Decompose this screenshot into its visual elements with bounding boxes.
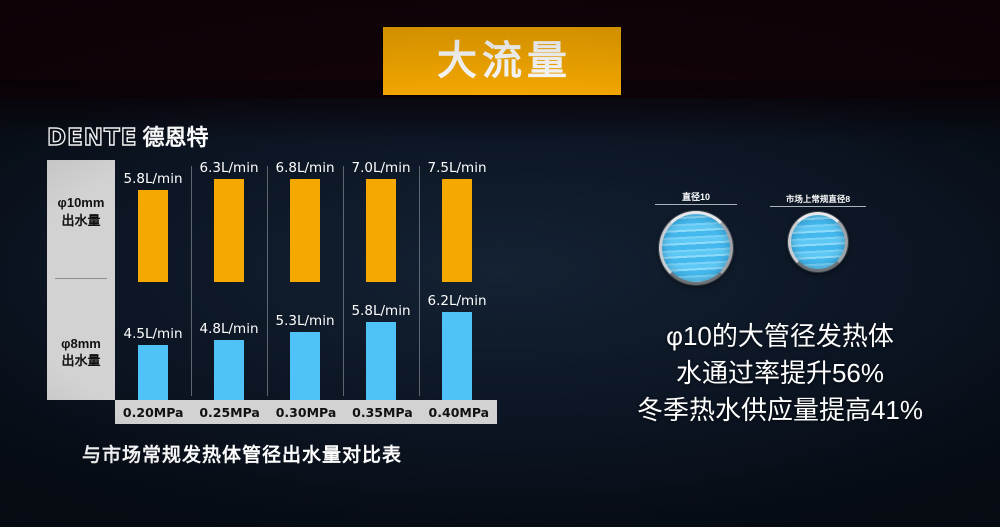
banner-title: 大流量 [437, 39, 572, 83]
bar-group-1: 6.3L/min 4.8L/min [191, 160, 267, 400]
bar-item-bottom-0: 4.5L/min [115, 282, 191, 400]
legend-series-phi10: φ10mm 出水量 [58, 194, 105, 229]
bar-rect-top-2 [290, 179, 320, 282]
pipe-comparison-diagram: 直径10 市场上常规直径8 [655, 192, 900, 292]
bar-half-top-1: 6.3L/min [191, 160, 267, 282]
chart-caption: 与市场常规发热体管径出水量对比表 [82, 445, 403, 466]
pipe-small-label: 市场上常规直径8 [770, 194, 866, 207]
legend-phi10-line1: φ10mm [57, 195, 105, 210]
bar-half-top-3: 7.0L/min [343, 160, 419, 282]
pipe-small-cross-section-icon [788, 211, 848, 272]
brand-logo: DENTE 德恩特 [46, 120, 209, 152]
bar-half-bottom-1: 4.8L/min [191, 282, 267, 400]
comparison-bar-chart: φ10mm 出水量 φ8mm 出水量 5.8L/min 4.5L/min [47, 160, 497, 424]
bar-label-top-2: 6.8L/min [275, 160, 335, 176]
bar-label-top-4: 7.5L/min [427, 160, 487, 176]
legend-divider [55, 278, 107, 279]
bar-rect-bottom-4 [442, 312, 472, 400]
bar-label-top-3: 7.0L/min [351, 160, 411, 176]
bar-group-3: 7.0L/min 5.8L/min [343, 160, 419, 400]
bar-rect-top-4 [442, 179, 472, 282]
bar-half-top-0: 5.8L/min [115, 160, 191, 282]
bar-rect-top-1 [214, 179, 244, 282]
title-banner: 大流量 [383, 27, 621, 95]
chart-legend-panel: φ10mm 出水量 φ8mm 出水量 [47, 160, 115, 400]
benefit-line-1: φ10的大管径发热体 [666, 321, 894, 351]
bar-item-bottom-4: 6.2L/min [419, 282, 495, 400]
chart-x-axis: 0.20MPa 0.25MPa 0.30MPa 0.35MPa 0.40MPa [115, 400, 497, 424]
axis-tick-1: 0.25MPa [199, 404, 260, 420]
bar-rect-top-3 [366, 179, 396, 282]
bar-half-top-2: 6.8L/min [267, 160, 343, 282]
bar-item-top-0: 5.8L/min [115, 160, 191, 282]
bar-group-2: 6.8L/min 5.3L/min [267, 160, 343, 400]
bar-rect-bottom-2 [290, 332, 320, 400]
bar-half-bottom-4: 6.2L/min [419, 282, 495, 400]
bar-label-top-1: 6.3L/min [199, 160, 259, 176]
legend-phi10-line2: 出水量 [61, 212, 101, 228]
axis-tick-4: 0.40MPa [428, 404, 490, 420]
pipe-small: 市场上常规直径8 [770, 194, 866, 272]
bar-rect-top-0 [138, 190, 168, 282]
bar-item-top-4: 7.5L/min [419, 160, 495, 282]
bar-label-bottom-3: 5.8L/min [351, 303, 411, 319]
bar-label-bottom-0: 4.5L/min [123, 326, 183, 342]
benefit-statement: φ10的大管径发热体 水通过率提升56% 冬季热水供应量提高41% [600, 318, 960, 429]
benefit-line-3: 冬季热水供应量提高41% [636, 394, 924, 425]
bar-label-bottom-4: 6.2L/min [427, 293, 487, 309]
bar-group-4: 7.5L/min 6.2L/min [419, 160, 495, 400]
bar-rect-bottom-1 [214, 340, 244, 400]
bar-label-bottom-2: 5.3L/min [275, 313, 335, 329]
chart-plot-area: 5.8L/min 4.5L/min 6.3L/min [115, 160, 497, 400]
axis-tick-0: 0.20MPa [122, 404, 184, 420]
axis-tick-3: 0.35MPa [352, 404, 413, 420]
bar-item-top-3: 7.0L/min [343, 160, 419, 282]
bar-label-top-0: 5.8L/min [123, 171, 183, 187]
bar-item-bottom-3: 5.8L/min [343, 282, 419, 400]
axis-tick-2: 0.30MPa [275, 404, 337, 420]
bar-rect-bottom-0 [138, 345, 168, 400]
bar-half-top-4: 7.5L/min [419, 160, 495, 282]
pipe-large-label: 直径10 [655, 192, 737, 206]
bar-half-bottom-2: 5.3L/min [267, 282, 343, 400]
bar-half-bottom-3: 5.8L/min [343, 282, 419, 400]
bar-half-bottom-0: 4.5L/min [115, 282, 191, 400]
legend-phi8-line2: 出水量 [61, 353, 101, 369]
bar-group-0: 5.8L/min 4.5L/min [115, 160, 191, 400]
bar-rect-bottom-3 [366, 322, 396, 400]
bar-label-bottom-1: 4.8L/min [199, 321, 259, 337]
benefit-line-2: 水通过率提升56% [675, 357, 885, 388]
bar-item-top-1: 6.3L/min [191, 160, 267, 282]
legend-phi8-line1: φ8mm [61, 335, 101, 351]
logo-wordmark: DENTE [46, 124, 138, 151]
bar-item-bottom-2: 5.3L/min [267, 282, 343, 400]
pipe-large: 直径10 [655, 192, 737, 286]
legend-series-phi8: φ8mm 出水量 [61, 335, 101, 370]
bar-item-bottom-1: 4.8L/min [191, 282, 267, 400]
logo-chinese-name: 德恩特 [142, 125, 209, 150]
bar-item-top-2: 6.8L/min [267, 160, 343, 282]
pipe-large-cross-section-icon [659, 211, 733, 286]
